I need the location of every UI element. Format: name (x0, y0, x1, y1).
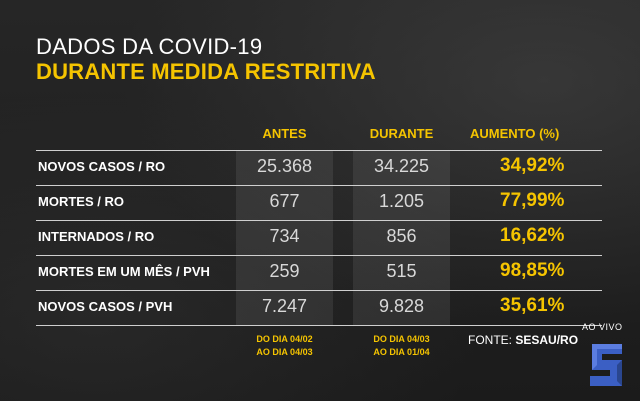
period-durante-start: DO DIA 04/03 (373, 334, 430, 344)
divider-line (36, 255, 602, 256)
value-durante: 34.225 (373, 156, 430, 176)
value-aumento: 77,99% (500, 190, 565, 211)
value-durante: 1.205 (378, 191, 425, 211)
period-durante-end: AO DIA 01/04 (373, 347, 430, 357)
value-aumento: 16,62% (500, 225, 565, 246)
row-label: INTERNADOS / RO (38, 229, 155, 244)
title-line-1: DADOS DA COVID-19 (36, 34, 263, 59)
table-row: INTERNADOS / RO 734 856 16,62% (0, 220, 640, 255)
row-label: MORTES EM UM MÊS / PVH (38, 264, 210, 279)
value-durante: 9.828 (378, 296, 425, 316)
value-antes: 7.247 (261, 296, 308, 316)
header-antes: ANTES (262, 126, 307, 141)
value-aumento: 34,92% (500, 155, 565, 176)
table-row: NOVOS CASOS / RO 25.368 34.225 34,92% (0, 150, 640, 185)
table-row: NOVOS CASOS / PVH 7.247 9.828 35,61% (0, 290, 640, 325)
live-label: AO VIVO (582, 322, 623, 332)
source-name: SESAU/RO (515, 333, 579, 347)
value-antes: 25.368 (256, 156, 313, 176)
row-label: NOVOS CASOS / RO (38, 159, 166, 174)
table-row: MORTES / RO 677 1.205 77,99% (0, 185, 640, 220)
source-note: FONTE: SESAU/RO (468, 333, 578, 347)
row-label: NOVOS CASOS / PVH (38, 299, 173, 314)
header-durante: DURANTE (369, 126, 434, 141)
divider-line (36, 290, 602, 291)
s-logo-icon (590, 344, 622, 386)
antes-column-background (236, 150, 333, 325)
value-antes: 677 (269, 191, 300, 211)
divider-line (36, 185, 602, 186)
row-label: MORTES / RO (38, 194, 124, 209)
divider-line (36, 150, 602, 151)
title-line-2: DURANTE MEDIDA RESTRITIVA (36, 59, 376, 84)
value-durante: 856 (386, 226, 417, 246)
divider-line (36, 220, 602, 221)
divider-line (36, 325, 602, 326)
header-aumento: AUMENTO (%) (470, 126, 560, 141)
value-aumento: 98,85% (500, 260, 565, 281)
durante-column-background (353, 150, 450, 325)
value-aumento: 35,61% (500, 295, 565, 316)
period-antes: DO DIA 04/02 AO DIA 04/03 (236, 333, 333, 359)
period-antes-start: DO DIA 04/02 (256, 334, 313, 344)
value-antes: 734 (269, 226, 300, 246)
period-durante: DO DIA 04/03 AO DIA 01/04 (353, 333, 450, 359)
value-durante: 515 (386, 261, 417, 281)
value-antes: 259 (269, 261, 300, 281)
table-row: MORTES EM UM MÊS / PVH 259 515 98,85% (0, 255, 640, 290)
source-prefix: FONTE: (468, 333, 516, 347)
period-antes-end: AO DIA 04/03 (256, 347, 313, 357)
